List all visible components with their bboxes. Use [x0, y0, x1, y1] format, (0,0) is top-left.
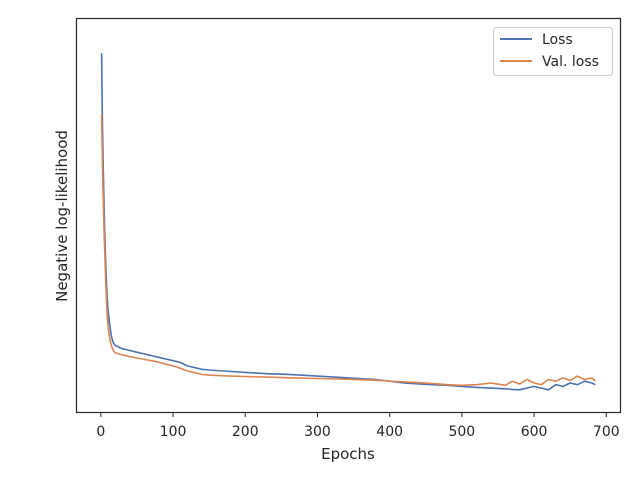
- x-tick-label: 700: [593, 424, 620, 440]
- legend-label-loss: Loss: [542, 32, 573, 48]
- x-tick-label: 0: [96, 424, 105, 440]
- x-axis-label: Epochs: [321, 445, 375, 463]
- x-tick-label: 100: [160, 424, 187, 440]
- legend: Loss Val. loss: [493, 27, 613, 76]
- plot-frame: [75, 17, 622, 414]
- x-tick-label: 200: [232, 424, 259, 440]
- plot-lines: [100, 53, 596, 391]
- x-tick-label: 300: [304, 424, 331, 440]
- x-tick-label: 500: [448, 424, 475, 440]
- x-tick-label: 400: [376, 424, 403, 440]
- series-line-val-loss: [100, 114, 596, 387]
- series-line-loss: [100, 53, 596, 391]
- y-axis-label: Negative log-likelihood: [53, 130, 71, 302]
- legend-label-val-loss: Val. loss: [542, 54, 599, 70]
- x-axis-ticks: 0 100 200 300 400 500 600 700: [96, 412, 620, 440]
- x-tick-label: 600: [521, 424, 548, 440]
